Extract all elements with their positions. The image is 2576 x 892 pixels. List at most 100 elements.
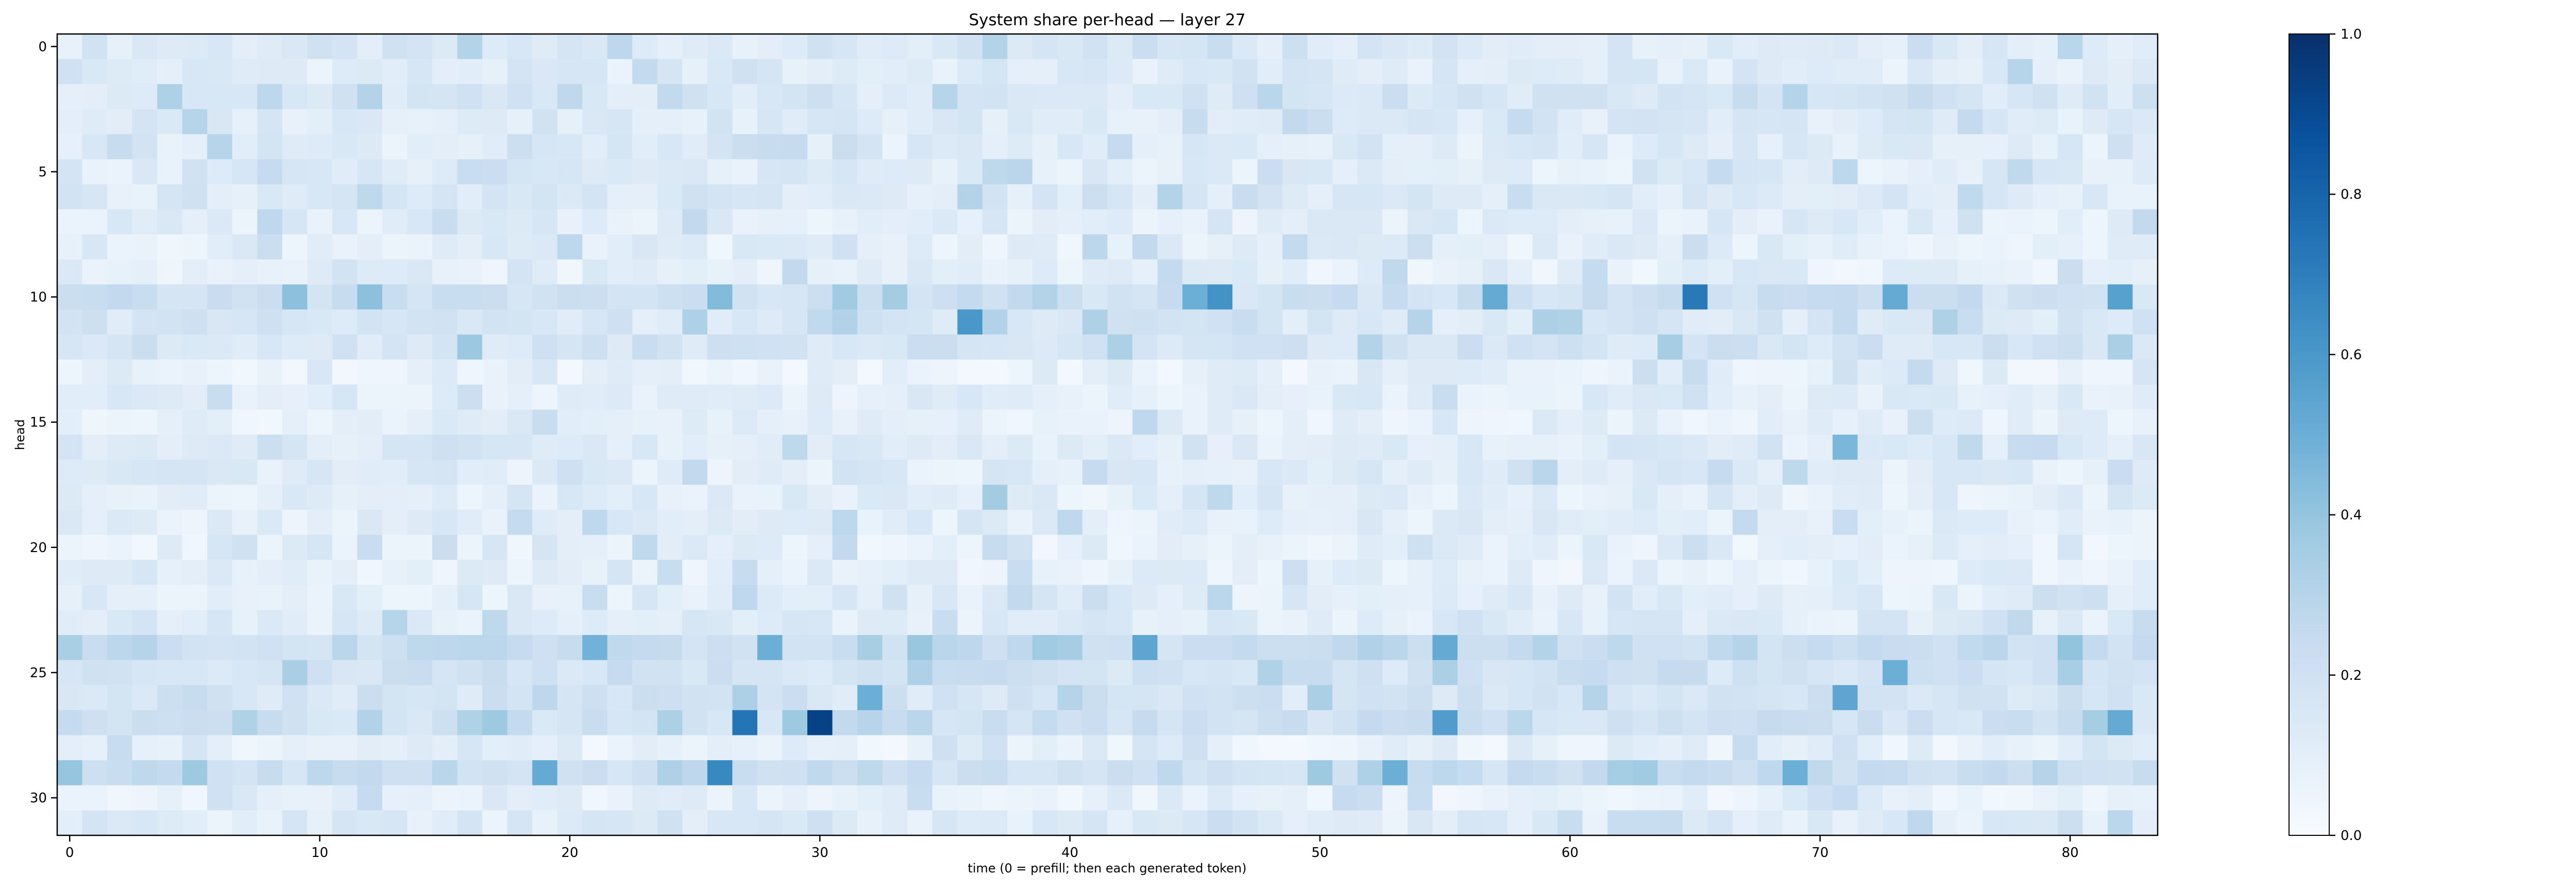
heatmap-cell — [432, 309, 458, 335]
heatmap-cell — [407, 334, 433, 360]
heatmap-cell — [1957, 234, 1983, 260]
heatmap-cell — [907, 134, 933, 160]
heatmap-cell — [57, 234, 83, 260]
heatmap-cell — [1107, 159, 1133, 185]
heatmap-cell — [232, 284, 258, 310]
heatmap-cell — [507, 635, 533, 661]
heatmap-cell — [1207, 84, 1233, 110]
heatmap-cell — [2082, 710, 2108, 736]
heatmap-cell — [1807, 234, 1833, 260]
heatmap-cell — [2032, 560, 2058, 586]
heatmap-cell — [1382, 84, 1408, 110]
heatmap-cell — [1107, 284, 1133, 310]
heatmap-cell — [1957, 810, 1983, 836]
heatmap-cell — [2082, 309, 2108, 335]
heatmap-cell — [557, 685, 583, 711]
heatmap-cell — [407, 435, 433, 460]
heatmap-cell — [1933, 234, 1958, 260]
heatmap-cell — [1132, 84, 1158, 110]
heatmap-cell — [1682, 710, 1708, 736]
heatmap-cell — [307, 509, 333, 536]
heatmap-cell — [1807, 109, 1833, 135]
heatmap-cell — [1307, 485, 1333, 510]
heatmap-cell — [2082, 184, 2108, 210]
heatmap-cell — [307, 810, 333, 836]
heatmap-cell — [1883, 234, 1908, 260]
heatmap-cell — [1557, 485, 1583, 510]
heatmap-cell — [232, 309, 258, 335]
heatmap-cell — [282, 459, 308, 485]
heatmap-cell — [607, 259, 633, 285]
heatmap-cell — [107, 159, 133, 185]
heatmap-cell — [1707, 184, 1733, 210]
heatmap-cell — [1232, 535, 1258, 560]
heatmap-cell — [1182, 234, 1208, 260]
heatmap-cell — [857, 184, 883, 210]
heatmap-cell — [1933, 585, 1958, 610]
heatmap-cell — [82, 309, 108, 335]
heatmap-cell — [1657, 284, 1683, 310]
heatmap-cell — [1132, 509, 1158, 536]
heatmap-cell — [1582, 259, 1608, 285]
heatmap-cell — [1132, 535, 1158, 560]
heatmap-cell — [1582, 635, 1608, 661]
heatmap-cell — [757, 259, 783, 285]
heatmap-cell — [182, 785, 208, 811]
heatmap-cell — [607, 334, 633, 360]
heatmap-cell — [407, 284, 433, 310]
heatmap-cell — [2057, 34, 2083, 60]
heatmap-cell — [307, 710, 333, 736]
heatmap-cell — [757, 184, 783, 210]
heatmap-cell — [57, 84, 83, 110]
heatmap-cell — [1257, 635, 1283, 661]
heatmap-cell — [1582, 184, 1608, 210]
heatmap-cell — [607, 184, 633, 210]
heatmap-cell — [1282, 359, 1308, 385]
heatmap-cell — [457, 409, 483, 435]
heatmap-cell — [1582, 509, 1608, 536]
heatmap-cell — [532, 435, 558, 460]
heatmap-cell — [257, 660, 283, 685]
heatmap-cell — [332, 184, 358, 210]
heatmap-cell — [1132, 610, 1158, 636]
heatmap-cell — [1407, 159, 1433, 185]
heatmap-cell — [107, 134, 133, 160]
heatmap-cell — [1332, 159, 1358, 185]
heatmap-cell — [1107, 184, 1133, 210]
heatmap-cell — [382, 660, 408, 685]
heatmap-cell — [382, 610, 408, 636]
heatmap-cell — [357, 384, 383, 410]
heatmap-cell — [2082, 109, 2108, 135]
heatmap-cell — [2057, 259, 2083, 285]
heatmap-cell — [1057, 685, 1083, 711]
heatmap-cell — [882, 84, 908, 110]
heatmap-cell — [507, 334, 533, 360]
heatmap-cell — [532, 685, 558, 711]
heatmap-cell — [57, 660, 83, 685]
heatmap-cell — [857, 785, 883, 811]
heatmap-cell — [982, 660, 1008, 685]
heatmap-cell — [657, 610, 683, 636]
heatmap-cell — [382, 34, 408, 60]
heatmap-cell — [1132, 660, 1158, 685]
heatmap-cell — [582, 59, 608, 84]
heatmap-cell — [1232, 685, 1258, 711]
heatmap-cell — [1182, 34, 1208, 60]
heatmap-cell — [532, 159, 558, 185]
heatmap-cell — [1307, 359, 1333, 385]
heatmap-cell — [157, 159, 183, 185]
heatmap-cell — [1607, 109, 1633, 135]
colorbar-tick-label: 0.6 — [2341, 347, 2362, 363]
heatmap-cell — [757, 59, 783, 84]
heatmap-cell — [1532, 259, 1558, 285]
heatmap-cell — [257, 785, 283, 811]
heatmap-cell — [532, 84, 558, 110]
heatmap-cell — [507, 685, 533, 711]
heatmap-cell — [1532, 535, 1558, 560]
heatmap-cell — [1657, 810, 1683, 836]
heatmap-cell — [632, 535, 658, 560]
heatmap-cell — [1532, 735, 1558, 761]
heatmap-cell — [732, 209, 758, 235]
heatmap-cell — [332, 635, 358, 661]
heatmap-cell — [2032, 384, 2058, 410]
